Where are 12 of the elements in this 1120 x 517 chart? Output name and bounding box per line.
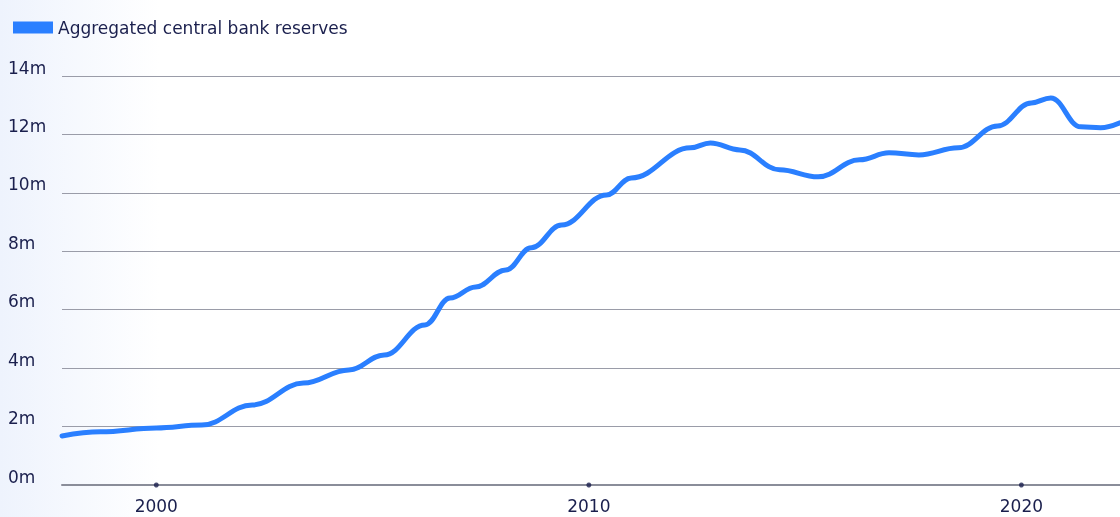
x-tick-label: 2020	[999, 495, 1044, 516]
y-tick-label: 0m	[8, 466, 36, 487]
y-tick-label: 2m	[8, 408, 36, 429]
y-tick-label: 10m	[8, 174, 47, 195]
x-tick-label: 2000	[134, 495, 178, 516]
y-tick-label: 6m	[8, 291, 36, 312]
y-tick-label: 12m	[8, 115, 47, 136]
y-tick-label: 14m	[8, 57, 47, 78]
y-tick-label: 4m	[8, 349, 36, 370]
x-tick-label: 2010	[567, 495, 611, 516]
y-tick-label: 8m	[8, 232, 36, 253]
legend-label: Aggregated central bank reserves	[58, 17, 348, 38]
